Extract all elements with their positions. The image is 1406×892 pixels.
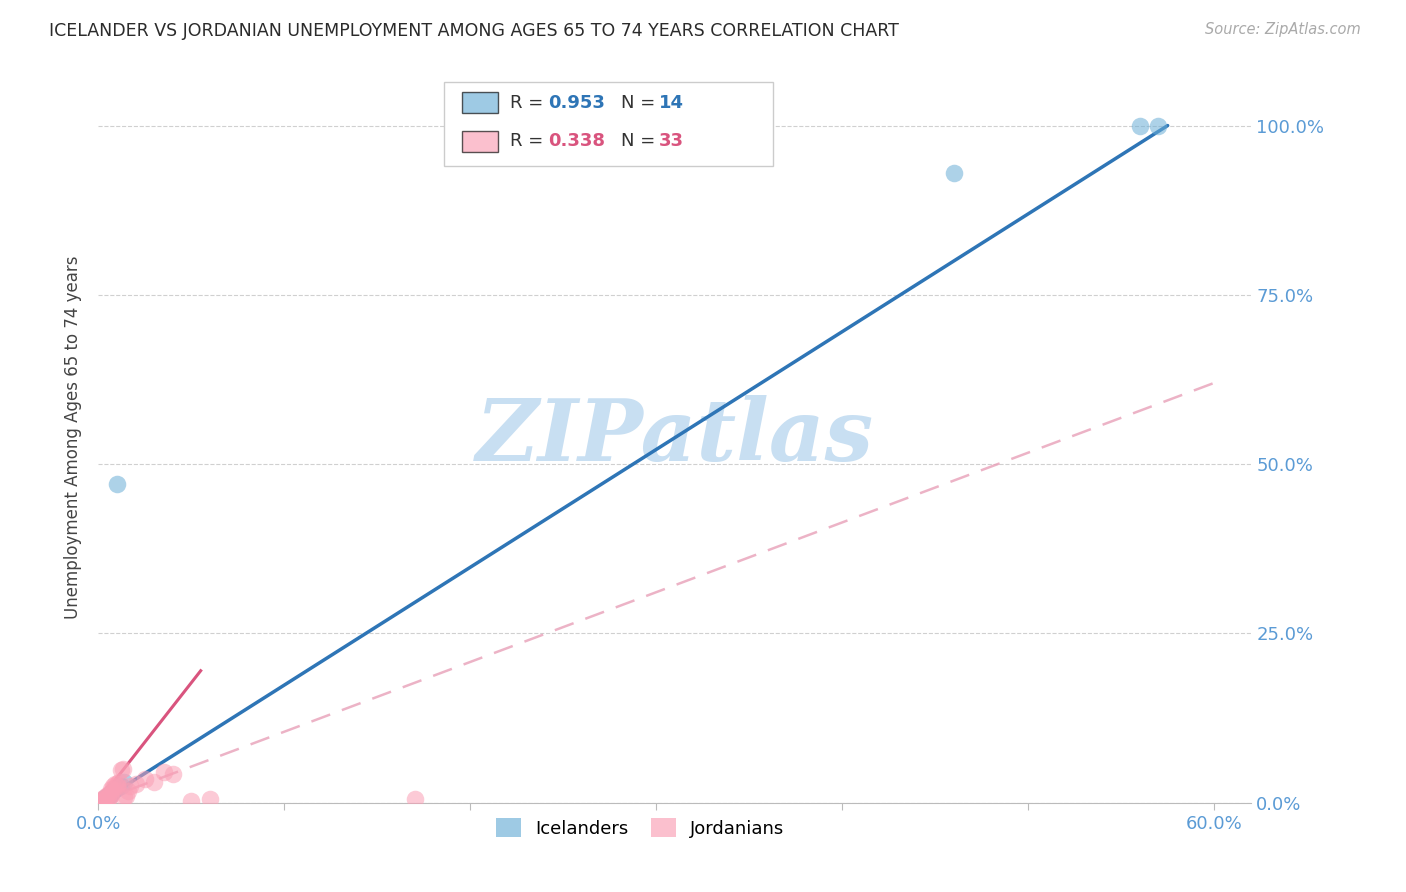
Point xyxy=(114,790,136,805)
Point xyxy=(143,775,166,789)
Point xyxy=(111,762,134,776)
Text: 0.953: 0.953 xyxy=(548,94,605,112)
Point xyxy=(89,794,111,808)
Text: N =: N = xyxy=(620,94,661,112)
Point xyxy=(110,779,132,793)
Text: Source: ZipAtlas.com: Source: ZipAtlas.com xyxy=(1205,22,1361,37)
Point xyxy=(103,779,125,793)
Point xyxy=(117,783,139,797)
Point xyxy=(104,777,127,791)
Text: 14: 14 xyxy=(659,94,683,112)
Text: R =: R = xyxy=(510,94,548,112)
Point xyxy=(942,166,965,180)
Point xyxy=(105,777,128,791)
Text: R =: R = xyxy=(510,132,548,150)
Point xyxy=(110,764,132,778)
Text: ZIPatlas: ZIPatlas xyxy=(475,395,875,479)
Point xyxy=(114,775,136,789)
Point xyxy=(93,792,115,806)
Point xyxy=(100,782,122,797)
Point xyxy=(98,786,121,800)
Point xyxy=(94,790,117,805)
Text: 0.338: 0.338 xyxy=(548,132,605,150)
Point xyxy=(152,765,174,780)
Point xyxy=(198,792,221,806)
Point xyxy=(1147,119,1170,133)
Point xyxy=(103,783,125,797)
Point xyxy=(93,792,115,806)
Point xyxy=(105,477,128,491)
Point xyxy=(105,779,128,793)
Point xyxy=(91,792,114,806)
Point xyxy=(97,793,120,807)
Point xyxy=(97,789,120,803)
Point xyxy=(115,789,138,803)
Point xyxy=(134,772,156,786)
Text: ICELANDER VS JORDANIAN UNEMPLOYMENT AMONG AGES 65 TO 74 YEARS CORRELATION CHART: ICELANDER VS JORDANIAN UNEMPLOYMENT AMON… xyxy=(49,22,898,40)
Text: 33: 33 xyxy=(659,132,683,150)
Point xyxy=(98,788,121,802)
Point xyxy=(108,775,131,789)
Text: N =: N = xyxy=(620,132,661,150)
FancyBboxPatch shape xyxy=(461,131,499,152)
Point xyxy=(1129,119,1152,133)
Point xyxy=(93,791,115,805)
Point xyxy=(94,791,117,805)
FancyBboxPatch shape xyxy=(461,92,499,113)
Legend: Icelanders, Jordanians: Icelanders, Jordanians xyxy=(489,811,792,845)
Point xyxy=(98,789,121,803)
Point xyxy=(104,782,127,797)
Point xyxy=(404,792,426,806)
Point xyxy=(124,777,146,791)
FancyBboxPatch shape xyxy=(444,82,773,167)
Point xyxy=(91,794,114,808)
Point xyxy=(97,788,120,802)
Point xyxy=(162,767,184,781)
Point xyxy=(105,780,128,795)
Y-axis label: Unemployment Among Ages 65 to 74 years: Unemployment Among Ages 65 to 74 years xyxy=(63,255,82,619)
Point xyxy=(100,788,122,802)
Point xyxy=(118,779,141,793)
Point xyxy=(100,786,122,800)
Point xyxy=(180,794,202,808)
Point xyxy=(94,789,117,803)
Point xyxy=(103,782,125,797)
